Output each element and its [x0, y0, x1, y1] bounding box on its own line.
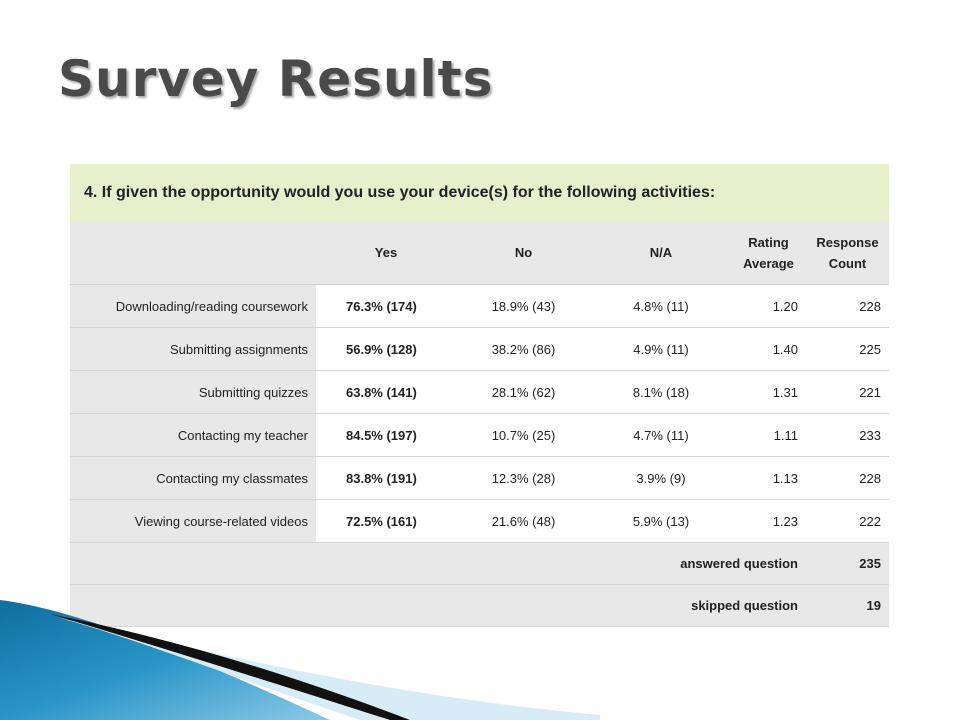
- dark-swoosh-shape: [50, 614, 410, 720]
- rating-average-value: 1.31: [731, 370, 806, 414]
- na-value: 4.9% (11): [591, 327, 731, 371]
- no-value: 10.7% (25): [456, 413, 591, 457]
- yes-value: 84.5% (197): [316, 413, 456, 457]
- response-count-value: 233: [806, 413, 889, 457]
- response-count-value: 228: [806, 284, 889, 328]
- survey-results-table: 4. If given the opportunity would you us…: [70, 164, 889, 627]
- na-value: 5.9% (13): [591, 499, 731, 543]
- response-count-value: 228: [806, 456, 889, 500]
- decorative-corner-swoosh: [0, 600, 600, 720]
- skipped-question-value: 19: [806, 584, 889, 627]
- activity-label: Downloading/reading coursework: [70, 284, 316, 328]
- column-header-response-count: Response Count: [806, 221, 889, 285]
- activity-label: Submitting assignments: [70, 327, 316, 371]
- slide-title: Survey Results: [58, 50, 494, 108]
- column-header-rating-average: Rating Average: [731, 221, 806, 285]
- column-header-yes: Yes: [316, 221, 456, 285]
- yes-value: 56.9% (128): [316, 327, 456, 371]
- rating-average-value: 1.23: [731, 499, 806, 543]
- na-value: 8.1% (18): [591, 370, 731, 414]
- skipped-question-label: skipped question: [70, 584, 806, 627]
- no-value: 21.6% (48): [456, 499, 591, 543]
- column-header-no: No: [456, 221, 591, 285]
- question-header: 4. If given the opportunity would you us…: [70, 164, 889, 221]
- response-count-value: 222: [806, 499, 889, 543]
- activity-label: Viewing course-related videos: [70, 499, 316, 543]
- no-value: 12.3% (28): [456, 456, 591, 500]
- column-header-row: Yes No N/A Rating Average Response Count: [70, 221, 889, 285]
- no-value: 18.9% (43): [456, 284, 591, 328]
- yes-value: 76.3% (174): [316, 284, 456, 328]
- table-row: Submitting assignments 56.9% (128) 38.2%…: [70, 327, 889, 371]
- na-value: 3.9% (9): [591, 456, 731, 500]
- results-table: Yes No N/A Rating Average Response Count D…: [70, 221, 889, 627]
- blue-swoosh-shape: [0, 600, 330, 720]
- rating-average-value: 1.40: [731, 327, 806, 371]
- activity-label: Submitting quizzes: [70, 370, 316, 414]
- yes-value: 83.8% (191): [316, 456, 456, 500]
- activity-label: Contacting my teacher: [70, 413, 316, 457]
- no-value: 38.2% (86): [456, 327, 591, 371]
- no-value: 28.1% (62): [456, 370, 591, 414]
- table-row: Downloading/reading coursework 76.3% (17…: [70, 284, 889, 328]
- response-count-value: 225: [806, 327, 889, 371]
- yes-value: 63.8% (141): [316, 370, 456, 414]
- answered-question-row: answered question 235: [70, 542, 889, 585]
- rating-average-value: 1.20: [731, 284, 806, 328]
- activity-label: Contacting my classmates: [70, 456, 316, 500]
- rating-average-value: 1.13: [731, 456, 806, 500]
- rating-average-value: 1.11: [731, 413, 806, 457]
- yes-value: 72.5% (161): [316, 499, 456, 543]
- answered-question-label: answered question: [70, 542, 806, 585]
- skipped-question-row: skipped question 19: [70, 584, 889, 627]
- table-row: Contacting my classmates 83.8% (191) 12.…: [70, 456, 889, 500]
- table-row: Viewing course-related videos 72.5% (161…: [70, 499, 889, 543]
- table-row: Contacting my teacher 84.5% (197) 10.7% …: [70, 413, 889, 457]
- answered-question-value: 235: [806, 542, 889, 585]
- column-header-na: N/A: [591, 221, 731, 285]
- na-value: 4.8% (11): [591, 284, 731, 328]
- response-count-value: 221: [806, 370, 889, 414]
- column-header-blank: [70, 221, 316, 285]
- table-row: Submitting quizzes 63.8% (141) 28.1% (62…: [70, 370, 889, 414]
- na-value: 4.7% (11): [591, 413, 731, 457]
